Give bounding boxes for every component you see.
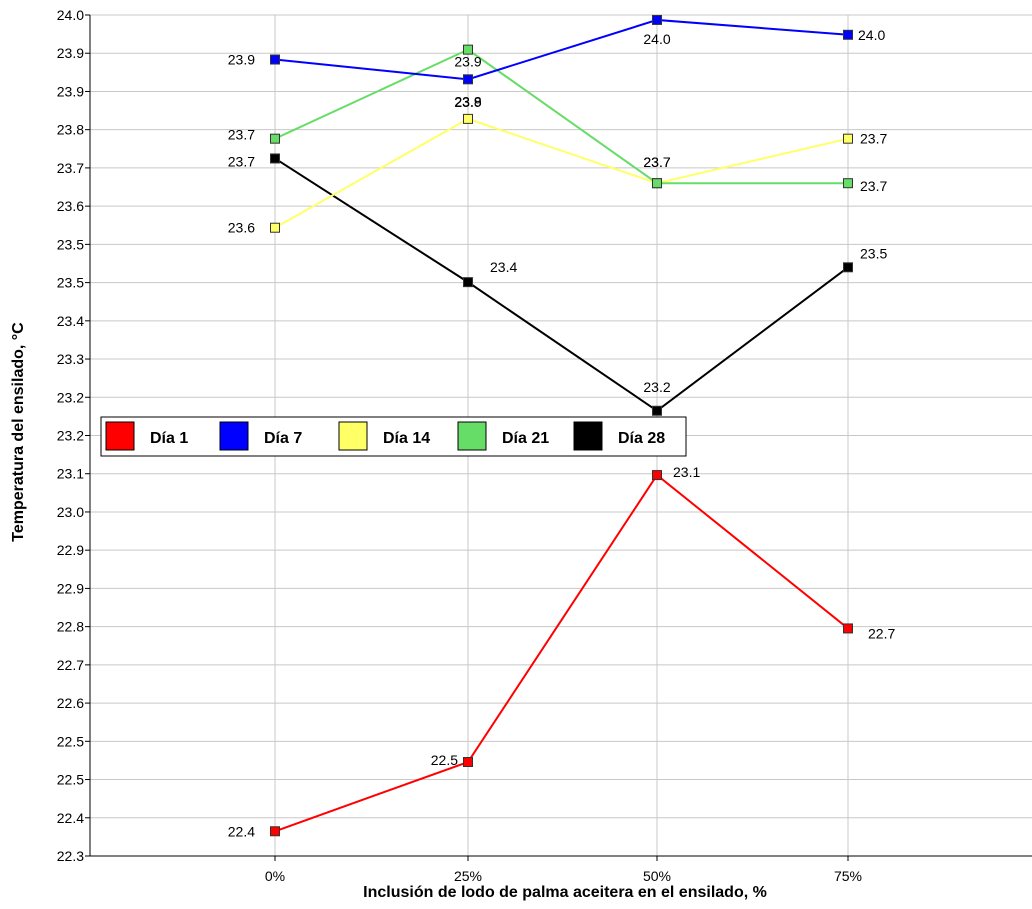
data-labels: 23.7 23.4 23.2 23.5 23.6 23.9 23.7 23.7 23.7 23.8… (228, 27, 896, 839)
series-group (270, 14, 853, 837)
y-tick-label: 23.9 (57, 45, 84, 61)
data-label: 23.7 (860, 131, 887, 147)
y-tick-label: 23.3 (57, 351, 84, 367)
data-label: 23.7 (643, 154, 670, 170)
data-label: 23.9 (228, 52, 255, 68)
data-point (463, 74, 473, 85)
legend-label: Día 28 (618, 430, 665, 447)
y-tick-label: 23.2 (57, 428, 84, 444)
series-line (274, 117, 849, 229)
y-tick-label: 24.0 (57, 7, 84, 23)
legend-swatch (338, 421, 368, 451)
y-tick-label: 23.0 (57, 504, 84, 520)
data-point (463, 113, 473, 124)
legend-label: Día 14 (383, 430, 430, 447)
y-tick-label: 22.6 (57, 695, 84, 711)
data-label: 23.6 (228, 220, 255, 236)
data-label: 24.0 (858, 27, 885, 43)
y-tick-label: 23.1 (57, 466, 84, 482)
data-label: 23.7 (860, 178, 887, 194)
y-tick-label: 23.4 (57, 313, 84, 329)
legend-swatch (105, 421, 135, 451)
data-point (652, 178, 662, 189)
data-point (270, 222, 280, 233)
y-tick-label: 22.9 (57, 542, 84, 558)
data-label: 22.7 (868, 625, 895, 641)
data-label: 23.7 (643, 154, 670, 170)
data-label: 23.9 (454, 53, 481, 69)
data-point (843, 178, 853, 189)
data-label: 23.9 (454, 94, 481, 110)
data-label: 23.7 (228, 153, 255, 169)
x-tick-label: 0% (265, 868, 285, 884)
series-line (274, 18, 849, 81)
x-tick-label: 50% (643, 868, 671, 884)
y-tick-label: 23.5 (57, 236, 84, 252)
data-point (270, 133, 280, 144)
data-point (652, 470, 662, 481)
data-point (463, 757, 473, 768)
data-point (843, 29, 853, 40)
series-line (274, 157, 849, 412)
data-label: 22.4 (228, 823, 255, 839)
legend-label: Día 7 (264, 430, 302, 447)
y-axis-title: Temperatura del ensilado, °C (10, 322, 27, 542)
data-label: 23.8 (454, 94, 481, 110)
y-tick-label: 22.3 (57, 848, 84, 864)
data-point (270, 153, 280, 164)
legend-label: Día 1 (150, 430, 188, 447)
data-label: 23.1 (673, 464, 700, 480)
data-point (270, 54, 280, 65)
y-tick-label: 23.6 (57, 198, 84, 214)
x-tick-label: 75% (834, 868, 862, 884)
y-tick-label: 22.5 (57, 772, 84, 788)
axes (85, 14, 1032, 861)
data-point (652, 405, 662, 416)
y-tick-label: 23.7 (57, 160, 84, 176)
x-axis-title: Inclusión de lodo de palma aceitera en e… (363, 884, 767, 901)
y-tick-label: 23.5 (57, 275, 84, 291)
data-point (843, 623, 853, 634)
y-tick-label: 23.2 (57, 389, 84, 405)
data-point (652, 14, 662, 25)
y-tick-label: 23.9 (57, 83, 84, 99)
data-point (463, 277, 473, 288)
data-label: 23.5 (860, 245, 887, 261)
data-label: 23.4 (490, 259, 517, 275)
legend-label: Día 21 (502, 430, 549, 447)
legend-swatch (573, 421, 603, 451)
data-point (270, 826, 280, 837)
data-label: 22.5 (431, 752, 458, 768)
legend: Día 1 Día 7 Día 14 Día 21 Día 28 (100, 416, 687, 457)
data-label: 23.2 (643, 379, 670, 395)
series-line (274, 473, 849, 833)
legend-swatch (219, 421, 249, 451)
data-point (843, 262, 853, 273)
y-tick-label: 22.7 (57, 657, 84, 673)
x-tick-label: 25% (454, 868, 482, 884)
data-point (843, 133, 853, 144)
y-tick-label: 23.8 (57, 122, 84, 138)
legend-swatch (457, 421, 487, 451)
tick-labels: 22.3 22.4 22.5 22.5 22.6 22.7 22.8 22.9 22.9 23.0… (57, 7, 862, 884)
y-tick-label: 22.4 (57, 810, 84, 826)
y-tick-label: 22.8 (57, 619, 84, 635)
y-tick-label: 22.5 (57, 733, 84, 749)
data-label: 23.7 (228, 127, 255, 143)
y-tick-label: 22.9 (57, 580, 84, 596)
data-point (463, 44, 473, 55)
grid (90, 14, 1032, 857)
series-line (274, 48, 848, 185)
data-label: 24.0 (643, 31, 670, 47)
